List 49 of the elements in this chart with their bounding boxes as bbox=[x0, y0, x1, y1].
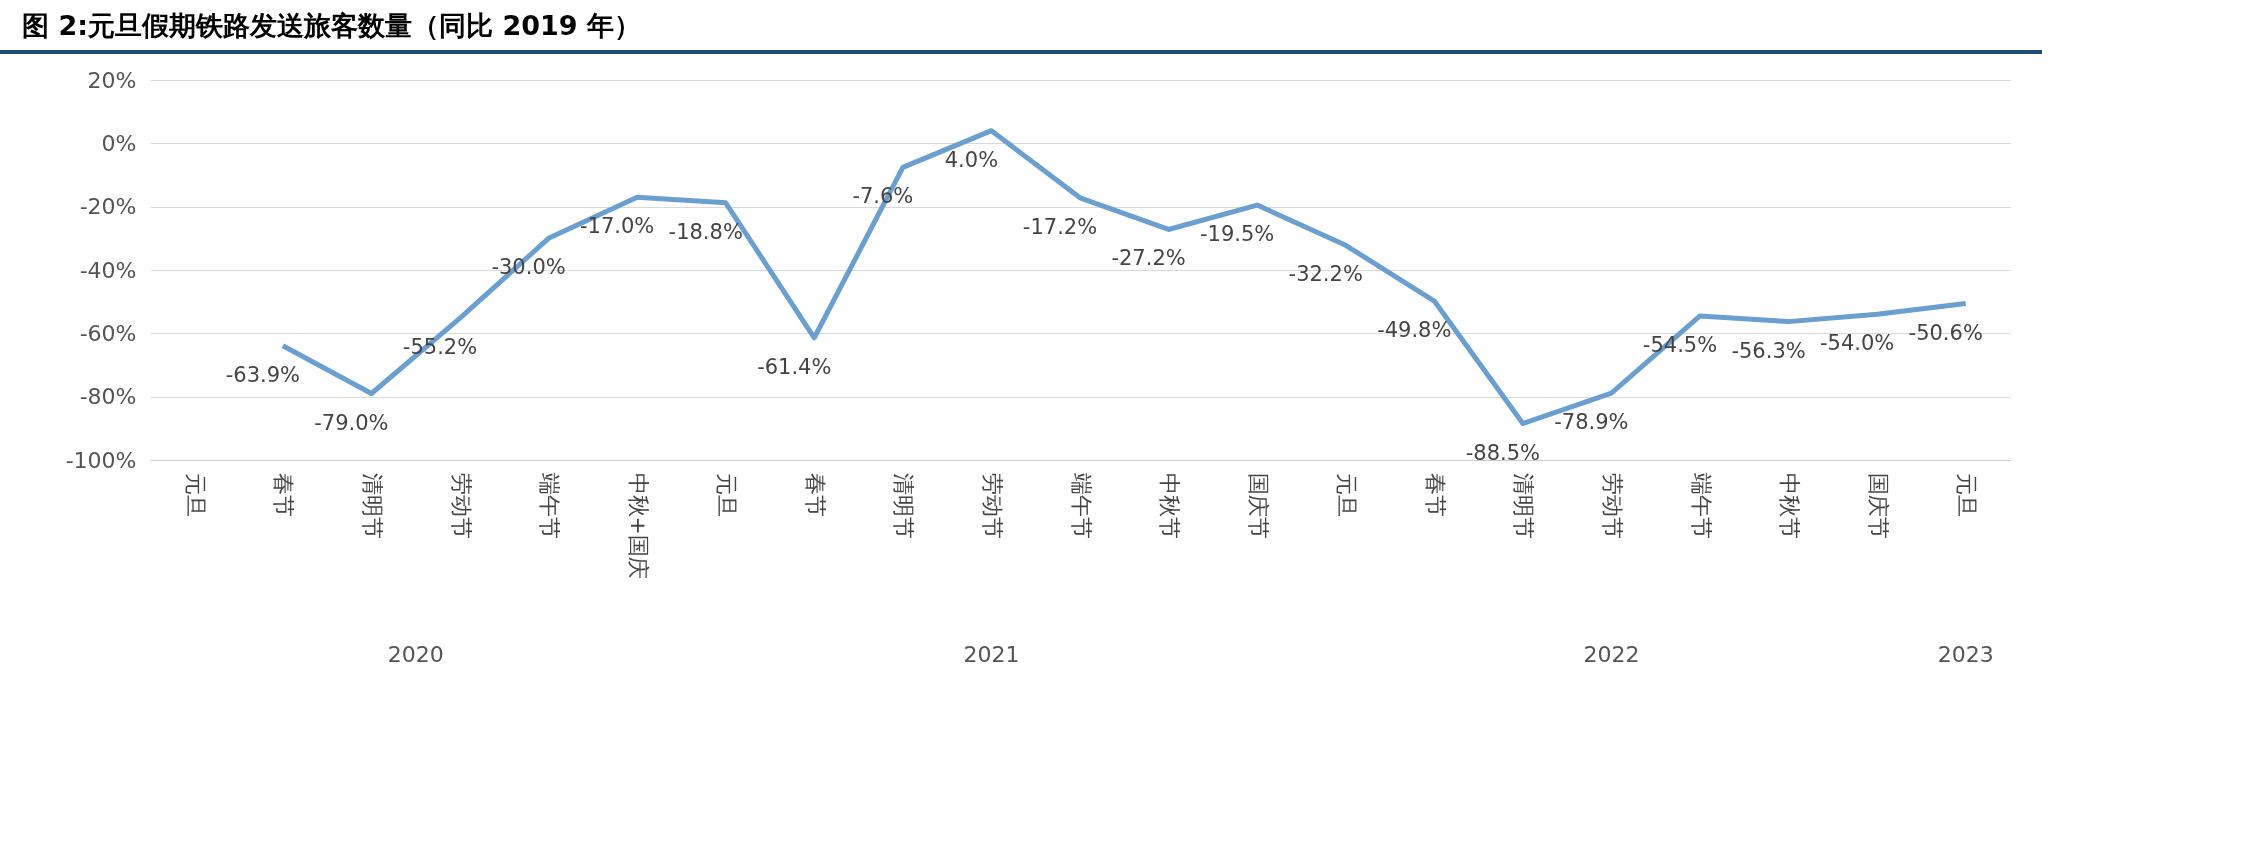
x-tick-label: 中秋+国庆 bbox=[625, 472, 651, 579]
y-tick-label: -20% bbox=[79, 194, 137, 220]
data-label: -27.2% bbox=[1111, 246, 1186, 271]
data-label: -50.6% bbox=[1908, 320, 1983, 345]
data-label: -56.3% bbox=[1731, 338, 1806, 363]
text: 2021 bbox=[963, 642, 1020, 667]
x-tick-label: 国庆节 bbox=[1865, 472, 1891, 539]
x-tick-label: 劳动节 bbox=[448, 472, 474, 539]
data-label: -17.0% bbox=[579, 214, 655, 239]
x-tick-label: 清明节 bbox=[1511, 472, 1537, 539]
y-tick-label: -60% bbox=[79, 320, 137, 346]
data-label: -32.2% bbox=[1288, 262, 1363, 287]
data-label: -49.8% bbox=[1377, 318, 1452, 343]
y-tick-label: 20% bbox=[87, 67, 137, 93]
x-tick-label: 端午节 bbox=[1688, 472, 1714, 539]
text: 2020 bbox=[387, 642, 444, 667]
data-label: -78.9% bbox=[1554, 410, 1629, 435]
x-tick-label: 清明节 bbox=[359, 472, 385, 539]
data-label: -79.0% bbox=[314, 410, 389, 435]
x-tick-label: 春节 bbox=[1422, 472, 1448, 517]
data-label: -54.0% bbox=[1819, 331, 1895, 356]
x-tick-label: 春节 bbox=[802, 472, 828, 517]
data-label: -19.5% bbox=[1199, 222, 1275, 247]
x-tick-label: 劳动节 bbox=[979, 472, 1005, 539]
x-tick-label: 端午节 bbox=[537, 472, 563, 539]
data-label: -17.2% bbox=[1022, 214, 1098, 239]
text: 2022 bbox=[1583, 642, 1640, 667]
y-tick-label: -80% bbox=[79, 384, 137, 410]
x-tick-label: 中秋节 bbox=[1777, 472, 1803, 539]
data-label: 4.0% bbox=[944, 147, 999, 172]
x-tick-label: 中秋节 bbox=[1157, 472, 1183, 539]
x-tick-label: 劳动节 bbox=[1599, 472, 1625, 539]
text: 2023 bbox=[1937, 642, 1994, 667]
x-tick-label: 端午节 bbox=[1068, 472, 1094, 539]
y-tick-label: 0% bbox=[101, 130, 137, 156]
data-label: -18.8% bbox=[668, 219, 743, 244]
chart-title: 图 2:元旦假期铁路发送旅客数量（同比 2019 年） bbox=[0, 0, 2042, 54]
x-tick-label: 元旦 bbox=[182, 472, 208, 517]
y-tick-label: -100% bbox=[65, 447, 137, 473]
x-tick-label: 春节 bbox=[271, 472, 297, 517]
x-tick-label: 元旦 bbox=[1954, 472, 1980, 517]
x-tick-label: 国庆节 bbox=[1245, 472, 1271, 539]
data-label: -63.9% bbox=[225, 362, 301, 387]
y-tick-label: -40% bbox=[79, 257, 137, 283]
x-tick-label: 元旦 bbox=[714, 472, 740, 517]
x-tick-label: 清明节 bbox=[891, 472, 917, 539]
data-label: -61.4% bbox=[757, 354, 832, 379]
x-tick-label: 元旦 bbox=[1334, 472, 1360, 517]
data-label: -88.5% bbox=[1465, 440, 1541, 465]
